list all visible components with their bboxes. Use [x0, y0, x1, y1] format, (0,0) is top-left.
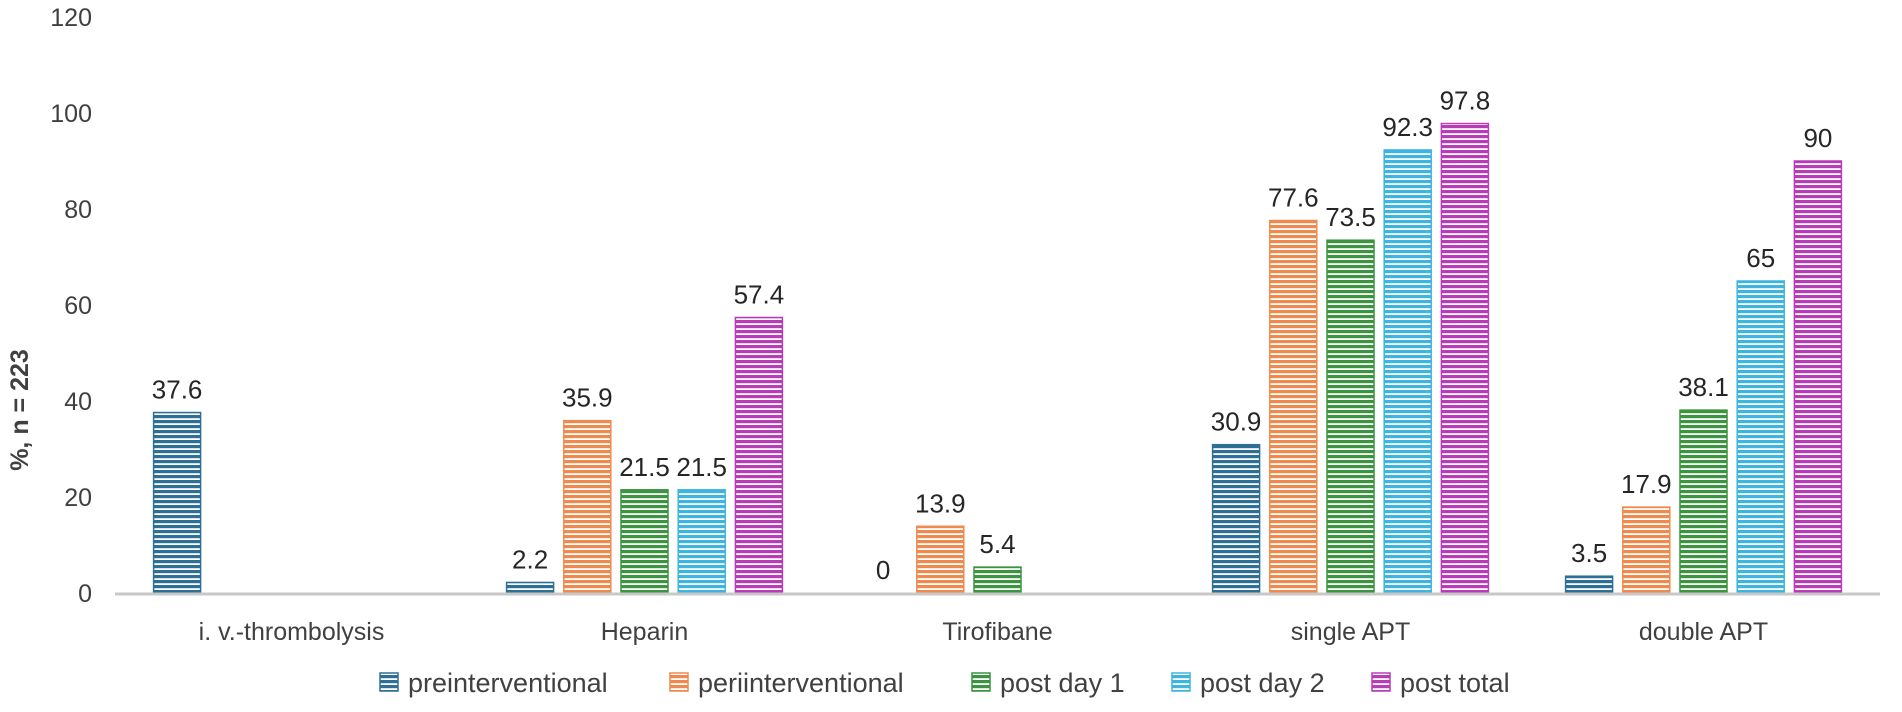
data-label-heparin-periinterventional: 35.9: [562, 383, 613, 413]
y-axis-ticks: 0 20 40 60 80 100 120: [50, 4, 92, 608]
category-label-double-apt: double APT: [1639, 618, 1768, 646]
data-label-heparin-post-total: 57.4: [734, 279, 785, 309]
data-label-single-apt-post-total: 97.8: [1440, 86, 1491, 116]
bar-groups: [152, 122, 1843, 594]
category-label-single-apt: single APT: [1291, 618, 1411, 646]
data-label-double-apt-periinterventional: 17.9: [1621, 469, 1672, 499]
y-axis-label: %, n = 223: [6, 349, 34, 471]
legend-swatch-preinterventional: [379, 672, 399, 692]
data-label-heparin-post-day-1: 21.5: [619, 452, 670, 482]
bar-single-apt-periinterventional: [1269, 219, 1318, 594]
bar-single-apt-preinterventional: [1211, 443, 1261, 594]
data-label-single-apt-post-day-2: 92.3: [1382, 112, 1433, 142]
category-label-heparin: Heparin: [601, 618, 689, 646]
y-tick-40: 40: [64, 388, 92, 416]
bar-heparin-post-day-1: [620, 489, 669, 594]
x-axis-categories: i. v.-thrombolysis Heparin Tirofibane singl…: [199, 618, 1768, 646]
bar-single-apt-post-total: [1440, 122, 1490, 594]
data-label-tirofibane-post-day-1: 5.4: [979, 529, 1015, 559]
bar-heparin-post-total: [734, 316, 784, 594]
y-tick-0: 0: [78, 580, 92, 608]
category-label-tirofibane: Tirofibane: [942, 618, 1052, 646]
data-labels: 37.6 2.2 35.9 21.5 21.5 57.4 0 13.9 5.4 30.9 77.67…: [152, 86, 1833, 585]
legend-label-preinterventional: preinterventional: [408, 668, 608, 698]
data-label-double-apt-post-total: 90: [1803, 123, 1832, 153]
bar-heparin-periinterventional: [563, 419, 612, 594]
data-label-i-v-thrombolysis-preinterventional: 37.6: [152, 375, 203, 405]
legend-swatch-periinterventional: [669, 672, 689, 692]
bar-heparin-post-day-2: [677, 489, 726, 594]
y-tick-100: 100: [50, 100, 92, 128]
data-label-double-apt-post-day-2: 65: [1746, 243, 1775, 273]
y-tick-120: 120: [50, 4, 92, 32]
data-label-double-apt-post-day-1: 38.1: [1678, 372, 1729, 402]
legend-label-post-day-2: post day 2: [1200, 668, 1325, 698]
bar-double-apt-periinterventional: [1622, 506, 1671, 594]
data-label-single-apt-periinterventional: 77.6: [1268, 183, 1319, 213]
bar-double-apt-post-day-2: [1736, 280, 1785, 594]
bar-double-apt-post-day-1: [1679, 409, 1728, 594]
bar-double-apt-preinterventional: [1564, 575, 1614, 594]
legend-label-post-day-1: post day 1: [1000, 668, 1125, 698]
data-label-heparin-post-day-2: 21.5: [676, 452, 727, 482]
y-tick-20: 20: [64, 484, 92, 512]
bar-tirofibane-periinterventional: [916, 525, 965, 594]
legend-swatch-post-day-1: [971, 672, 991, 692]
category-label-i-v-thrombolysis: i. v.-thrombolysis: [199, 618, 385, 646]
data-label-tirofibane-periinterventional: 13.9: [915, 488, 966, 518]
data-label-double-apt-preinterventional: 3.5: [1571, 538, 1607, 568]
legend-swatch-post-total: [1371, 672, 1391, 692]
y-tick-60: 60: [64, 292, 92, 320]
bar-single-apt-post-day-2: [1383, 149, 1432, 594]
data-label-single-apt-post-day-1: 73.5: [1325, 202, 1376, 232]
bar-double-apt-post-total: [1793, 160, 1843, 594]
legend-swatch-post-day-2: [1171, 672, 1191, 692]
data-label-single-apt-preinterventional: 30.9: [1211, 407, 1262, 437]
legend-label-periinterventional: periinterventional: [698, 668, 904, 698]
bar-heparin-preinterventional: [505, 581, 555, 594]
bar-tirofibane-post-day-1: [973, 566, 1022, 594]
y-tick-80: 80: [64, 196, 92, 224]
bar-i-v-thrombolysis-preinterventional: [152, 411, 202, 594]
data-label-heparin-preinterventional: 2.2: [512, 544, 548, 574]
data-label-tirofibane-preinterventional: 0: [876, 555, 890, 585]
legend-label-post-total: post total: [1400, 668, 1510, 698]
bar-single-apt-post-day-1: [1326, 239, 1375, 594]
legend: preinterventional periinterventional post …: [379, 668, 1510, 698]
